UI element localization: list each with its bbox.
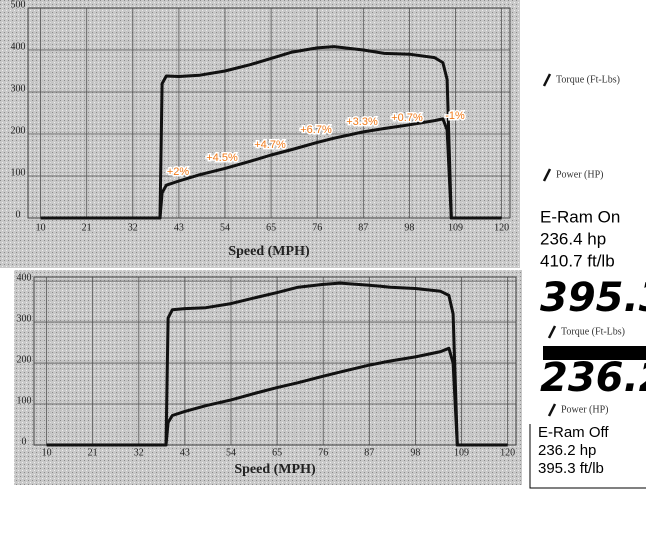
series-line [46,281,508,447]
annotation: +6.7% [300,124,332,136]
x-tick-label: 98 [410,447,420,458]
legend-swatch [547,325,557,339]
x-tick-label: 120 [500,447,515,458]
legend-label: Torque (Ft-Lbs) [561,326,625,337]
annotation: +4.7% [254,139,286,151]
y-tick-label: 400 [11,41,26,52]
y-tick-label: 100 [17,395,32,406]
x-tick-label: 32 [134,447,144,458]
annotation: +4.5% [206,152,238,164]
x-tick-label: 43 [180,447,190,458]
summary-box [529,424,646,489]
annotation: -1% [445,110,465,122]
x-tick-label: 43 [174,222,184,233]
x-axis-title: Speed (MPH) [234,462,316,477]
y-tick-label: 100 [11,167,26,178]
x-tick-label: 87 [358,222,368,233]
series-line [40,45,502,220]
x-axis-title: Speed (MPH) [228,244,310,259]
x-tick-label: 32 [128,222,138,233]
summary-line: 236.4 hp [540,229,606,248]
series-line [40,117,502,220]
x-tick-label: 10 [36,222,46,233]
x-tick-label: 54 [226,447,236,458]
plot-frame [33,276,517,446]
summary-line: 410.7 ft/lb [540,251,615,270]
y-tick-label: 300 [17,313,32,324]
x-tick-label: 10 [42,447,52,458]
x-tick-label: 54 [220,222,230,233]
x-tick-label: 87 [364,447,374,458]
legend-label: Power (HP) [561,404,609,415]
y-tick-label: 400 [17,272,32,283]
x-tick-label: 76 [312,222,322,233]
summary-line: E-Ram On [540,207,620,226]
chart: 10 21 32 43 54 65 76 87 98 109 120 0 100 200 300 400 Spe… [14,270,522,485]
y-tick-label: 0 [22,436,27,447]
y-tick-label: 200 [17,354,32,365]
x-tick-label: 65 [272,447,282,458]
plot-minor-grid [28,8,510,218]
legend-label: Torque (Ft-Lbs) [556,74,620,85]
x-tick-label: 109 [454,447,469,458]
chart: 10 21 32 43 54 65 76 87 98 109 120 0 100 200 300 400 500… [0,0,520,268]
plot-minor-grid [34,277,516,445]
y-tick-label: 300 [11,83,26,94]
series-line [46,346,508,447]
annotation: +2% [167,166,190,178]
handwritten-value: 236.2 [540,355,646,401]
x-tick-label: 21 [82,222,92,233]
x-tick-label: 109 [448,222,463,233]
handwritten-value: 395.3 [540,275,646,321]
legend-swatch [547,403,557,417]
legend-swatch [542,168,552,182]
x-tick-label: 98 [404,222,414,233]
x-tick-label: 76 [318,447,328,458]
summary-line: 395.3 ft/lb [538,460,604,477]
summary-line: E-Ram Off [538,424,609,441]
x-tick-label: 65 [266,222,276,233]
summary-line: 236.2 hp [538,442,596,459]
legend-swatch [542,73,552,87]
annotation: +0.7% [391,112,423,124]
legend-label: Power (HP) [556,169,604,180]
plot-frame [27,7,511,219]
y-tick-label: 200 [11,125,26,136]
x-tick-label: 21 [88,447,98,458]
x-tick-label: 120 [494,222,509,233]
black-bar [543,346,646,360]
annotation: +3.3% [346,116,378,128]
y-tick-label: 500 [11,0,26,10]
y-tick-label: 0 [16,209,21,220]
